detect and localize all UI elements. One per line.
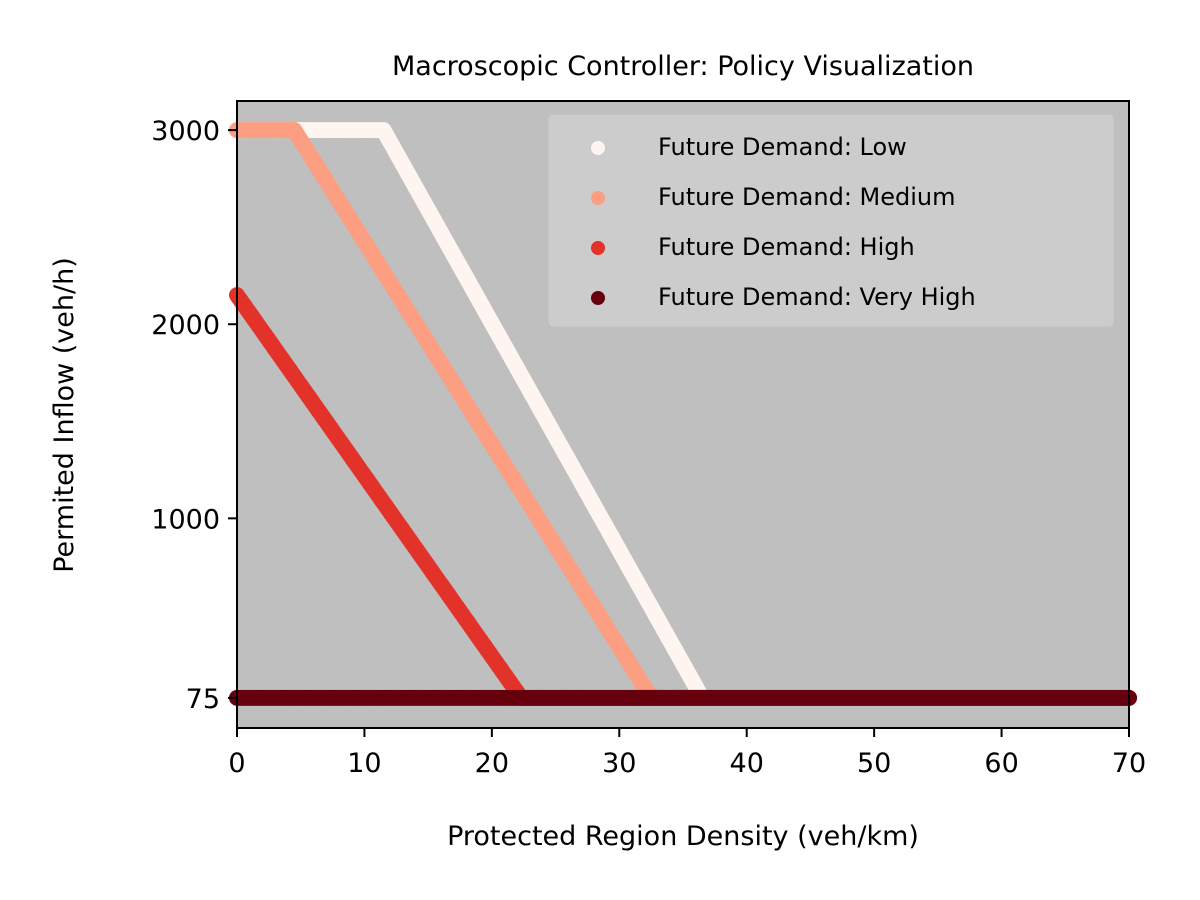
legend-marker bbox=[591, 291, 605, 305]
x-tick-label: 60 bbox=[984, 748, 1018, 779]
y-axis-ticks: 75 1000 2000 3000 bbox=[151, 116, 237, 715]
y-tick-label: 2000 bbox=[151, 310, 220, 341]
legend-marker bbox=[591, 241, 605, 255]
x-tick-label: 50 bbox=[857, 748, 891, 779]
x-tick-label: 0 bbox=[228, 748, 245, 779]
legend-marker bbox=[591, 191, 605, 205]
y-tick-label: 1000 bbox=[151, 504, 220, 535]
legend-box bbox=[548, 114, 1114, 327]
plot-frame bbox=[236, 100, 1130, 729]
legend-item: Future Demand: Medium bbox=[591, 183, 956, 211]
y-axis-label: Permited Inflow (veh/h) bbox=[49, 257, 80, 573]
legend-label: Future Demand: Low bbox=[658, 133, 907, 161]
y-tick-label: 3000 bbox=[151, 116, 220, 147]
chart-title: Macroscopic Controller: Policy Visualiza… bbox=[392, 51, 974, 82]
series-layer bbox=[229, 122, 1137, 706]
legend-marker bbox=[591, 141, 605, 155]
x-tick-label: 20 bbox=[475, 748, 509, 779]
x-axis-ticks: 0 10 20 30 40 50 60 70 bbox=[228, 728, 1146, 779]
legend-label: Future Demand: High bbox=[658, 233, 915, 261]
legend-item: Future Demand: Low bbox=[591, 133, 907, 161]
legend: Future Demand: Low Future Demand: Medium F… bbox=[548, 114, 1114, 327]
legend-label: Future Demand: Very High bbox=[658, 283, 976, 311]
x-tick-label: 30 bbox=[602, 748, 636, 779]
x-tick-label: 10 bbox=[347, 748, 381, 779]
x-tick-label: 70 bbox=[1112, 748, 1146, 779]
x-axis-label: Protected Region Density (veh/km) bbox=[447, 821, 919, 852]
legend-label: Future Demand: Medium bbox=[658, 183, 956, 211]
x-tick-label: 40 bbox=[730, 748, 764, 779]
legend-item: Future Demand: High bbox=[591, 233, 915, 261]
legend-item: Future Demand: Very High bbox=[591, 283, 976, 311]
series-3 bbox=[229, 689, 1137, 706]
y-tick-label: 75 bbox=[186, 684, 220, 715]
